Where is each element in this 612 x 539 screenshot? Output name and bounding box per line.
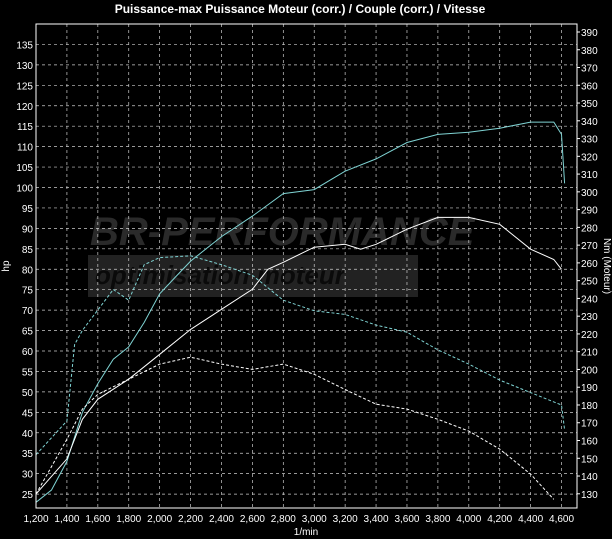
y-tick-label: 65 bbox=[22, 327, 34, 338]
y-tick-label: 40 bbox=[22, 429, 34, 440]
y-tick-label: 100 bbox=[16, 184, 33, 195]
y2-tick-label: 330 bbox=[581, 135, 598, 146]
x-tick-label: 2,200 bbox=[178, 514, 203, 525]
y-tick-label: 45 bbox=[22, 408, 34, 419]
x-tick-label: 1,600 bbox=[85, 514, 110, 525]
x-tick-label: 1,400 bbox=[54, 514, 79, 525]
y-tick-label: 115 bbox=[17, 122, 33, 133]
x-tick-label: 3,400 bbox=[364, 514, 389, 525]
y-tick-label: 85 bbox=[22, 245, 34, 256]
y2-tick-label: 360 bbox=[581, 81, 598, 92]
watermark-logo: BR-PERFORMANCE optimisation moteur bbox=[88, 210, 476, 297]
y2-tick-label: 210 bbox=[581, 348, 598, 359]
x-tick-label: 4,000 bbox=[456, 514, 481, 525]
x-tick-label: 2,000 bbox=[147, 514, 172, 525]
y-tick-label: 70 bbox=[22, 306, 34, 317]
y2-tick-label: 380 bbox=[581, 46, 598, 57]
y2-tick-label: 130 bbox=[581, 490, 598, 501]
x-tick-label: 4,400 bbox=[518, 514, 543, 525]
series-line-2 bbox=[35, 255, 566, 456]
y2-tick-label: 270 bbox=[581, 241, 598, 252]
y2-tick-label: 220 bbox=[581, 330, 598, 341]
x-axis-label: 1/min bbox=[294, 527, 318, 538]
x-tick-label: 2,600 bbox=[240, 514, 265, 525]
y2-tick-label: 250 bbox=[581, 277, 598, 288]
y2-tick-label: 290 bbox=[581, 206, 598, 217]
y-tick-label: 110 bbox=[17, 143, 33, 154]
y-tick-label: 125 bbox=[16, 81, 33, 92]
y-tick-label: 90 bbox=[22, 224, 34, 235]
x-tick-label: 2,800 bbox=[271, 514, 296, 525]
x-tick-label: 3,000 bbox=[302, 514, 327, 525]
y2-tick-label: 340 bbox=[581, 117, 598, 128]
y2-axis-label: Nm (Moteur) bbox=[601, 238, 612, 294]
y2-tick-label: 190 bbox=[581, 383, 598, 394]
y-tick-label: 80 bbox=[22, 265, 34, 276]
x-tick-label: 4,200 bbox=[487, 514, 512, 525]
y2-tick-label: 150 bbox=[581, 454, 598, 465]
x-tick-label: 1,800 bbox=[116, 514, 141, 525]
y2-tick-label: 180 bbox=[581, 401, 598, 412]
y-tick-label: 60 bbox=[22, 347, 34, 358]
series-line-3 bbox=[35, 216, 562, 495]
x-tick-label: 4,600 bbox=[549, 514, 574, 525]
y2-tick-label: 370 bbox=[581, 64, 598, 75]
x-tick-label: 3,800 bbox=[425, 514, 450, 525]
y2-tick-label: 160 bbox=[581, 437, 598, 448]
y-tick-label: 25 bbox=[22, 490, 34, 501]
y2-tick-label: 240 bbox=[581, 294, 598, 305]
y2-tick-label: 260 bbox=[581, 259, 598, 270]
x-tick-label: 2,400 bbox=[209, 514, 234, 525]
x-tick-label: 1,200 bbox=[23, 514, 48, 525]
y-tick-label: 55 bbox=[22, 367, 34, 378]
y2-tick-label: 350 bbox=[581, 99, 598, 110]
y2-tick-label: 280 bbox=[581, 223, 598, 234]
y-tick-label: 30 bbox=[22, 470, 34, 481]
watermark-title: BR-PERFORMANCE bbox=[90, 210, 476, 254]
y2-tick-label: 310 bbox=[581, 170, 598, 181]
y2-tick-label: 170 bbox=[581, 419, 598, 430]
y-tick-label: 50 bbox=[22, 388, 34, 399]
y-tick-label: 75 bbox=[22, 286, 34, 297]
series-line-4 bbox=[35, 356, 555, 500]
y2-tick-label: 320 bbox=[581, 152, 598, 163]
x-tick-label: 3,600 bbox=[394, 514, 419, 525]
y2-tick-label: 200 bbox=[581, 365, 598, 376]
y-tick-label: 105 bbox=[16, 163, 33, 174]
y2-tick-label: 140 bbox=[581, 472, 598, 483]
y2-tick-label: 300 bbox=[581, 188, 598, 199]
y-axis-label: hp bbox=[1, 260, 12, 272]
y-tick-label: 130 bbox=[16, 61, 33, 72]
y2-tick-label: 390 bbox=[581, 28, 598, 39]
y-tick-label: 120 bbox=[16, 102, 33, 113]
x-tick-label: 3,200 bbox=[333, 514, 358, 525]
plot-border bbox=[35, 23, 578, 509]
y-tick-label: 35 bbox=[22, 449, 34, 460]
y-tick-label: 135 bbox=[16, 40, 33, 51]
y2-tick-label: 230 bbox=[581, 312, 598, 323]
series-line-1 bbox=[35, 121, 566, 503]
y-tick-label: 95 bbox=[22, 204, 34, 215]
chart-title: Puissance-max Puissance Moteur (corr.) /… bbox=[115, 2, 486, 16]
